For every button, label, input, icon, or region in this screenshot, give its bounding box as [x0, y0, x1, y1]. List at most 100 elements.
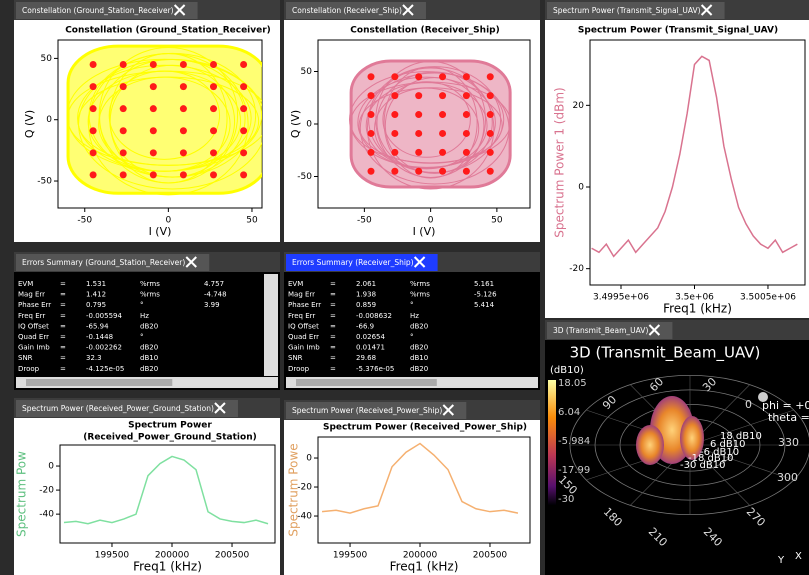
error-cell: -4.748	[204, 291, 227, 299]
constellation-point	[415, 111, 422, 118]
error-cell: °	[140, 333, 144, 341]
constellation-point	[368, 168, 375, 175]
error-cell: =	[330, 333, 336, 341]
constellation-point	[210, 149, 217, 156]
constellation-point	[415, 149, 422, 156]
tab-label[interactable]: Spectrum Power (Transmit_Signal_UAV)	[553, 6, 701, 15]
constellation-point	[391, 111, 398, 118]
colorbar	[548, 380, 556, 505]
constellation-point	[439, 92, 446, 99]
error-cell: 4.757	[204, 280, 224, 288]
constellation-point	[150, 149, 157, 156]
constellation-point	[210, 171, 217, 178]
constellation-point	[150, 83, 157, 90]
x-tick-label: 50	[491, 216, 503, 226]
polar-angle: 300	[777, 471, 798, 484]
constellation-point	[180, 83, 187, 90]
tab-label[interactable]: Constellation (Ground_Station_Receiver)	[22, 6, 174, 15]
y-axis-label: Spectrum Pow	[15, 451, 29, 537]
constellation-point	[368, 149, 375, 156]
plot-area	[590, 40, 805, 285]
x-tick-label: 0	[165, 216, 171, 226]
constellation-point	[368, 111, 375, 118]
tab-label[interactable]: Errors Summary (Receiver_Ship)	[292, 258, 414, 267]
constellation-point	[463, 130, 470, 137]
tab-label[interactable]: 3D (Transmit_Beam_UAV)	[553, 326, 648, 335]
x-tick-label: 0	[428, 216, 434, 226]
constellation-point	[240, 105, 247, 112]
error-cell: %rms	[410, 280, 430, 288]
x-tick-label: -50	[77, 216, 92, 226]
error-cell: 0.795	[86, 301, 106, 309]
constellation-point	[210, 105, 217, 112]
tab-label[interactable]: Constellation (Receiver_Ship)	[292, 6, 402, 15]
constellation-point	[210, 83, 217, 90]
constellation-point	[240, 171, 247, 178]
x-tick-label: -50	[357, 216, 372, 226]
constellation-point	[120, 127, 127, 134]
constellation-point	[240, 149, 247, 156]
error-cell: =	[330, 280, 336, 288]
scrollbar-v	[264, 274, 278, 376]
y-tick-label: -50	[297, 172, 312, 182]
y-tick-label: 0	[306, 120, 312, 130]
scroll-thumb[interactable]	[296, 379, 437, 386]
error-cell: Phase Err	[18, 301, 51, 309]
y-tick-label: 50	[41, 54, 53, 64]
constellation-point	[120, 171, 127, 178]
error-cell: Freq Err	[18, 312, 45, 320]
error-cell: =	[330, 291, 336, 299]
plot-subtitle: (Received_Power_Ground_Station)	[83, 433, 256, 443]
x-tick-label: 199500	[95, 551, 130, 561]
axis-x: X	[795, 551, 802, 562]
constellation-point	[439, 73, 446, 80]
constellation-point	[368, 92, 375, 99]
x-tick-label: 3.5005e+06	[740, 293, 796, 303]
colorbar-label: 6.04	[558, 407, 580, 418]
error-cell: %rms	[140, 291, 160, 299]
error-cell: -0.008632	[356, 312, 392, 320]
x-axis-label: I (V)	[149, 225, 172, 238]
error-cell: 0.01471	[356, 344, 385, 352]
error-cell: Mag Err	[288, 291, 315, 299]
error-cell: 5.161	[474, 280, 494, 288]
tab-label[interactable]: Spectrum Power (Received_Power_Ground_St…	[22, 404, 214, 413]
constellation-point	[439, 111, 446, 118]
constellation-point	[180, 171, 187, 178]
tab-label[interactable]: Errors Summary (Ground_Station_Receiver)	[22, 258, 185, 267]
error-cell: EVM	[18, 280, 33, 288]
constellation-point	[368, 130, 375, 137]
plot-title: Spectrum Power (Transmit_Signal_UAV)	[578, 26, 778, 36]
constellation-point	[487, 130, 494, 137]
constellation-point	[368, 73, 375, 80]
y-axis-label: Q (V)	[23, 110, 36, 138]
beam-lobe	[636, 425, 664, 465]
error-cell: SNR	[288, 354, 303, 362]
error-cell: °	[140, 301, 144, 309]
constellation-point	[120, 105, 127, 112]
y-tick-label: 50	[301, 67, 313, 77]
constellation-point	[487, 149, 494, 156]
error-cell: dB20	[410, 365, 428, 373]
error-cell: -0.002262	[86, 344, 122, 352]
error-cell: =	[60, 301, 66, 309]
tab-label[interactable]: Spectrum Power (Received_Power_Ship)	[292, 406, 442, 415]
x-tick-label: 3.4995e+06	[593, 293, 649, 303]
error-cell: dB20	[410, 344, 428, 352]
constellation-point	[463, 92, 470, 99]
polar-angle: 330	[778, 436, 799, 449]
error-cell: EVM	[288, 280, 303, 288]
error-cell: SNR	[18, 354, 33, 362]
scroll-thumb[interactable]	[26, 379, 172, 386]
constellation-point	[120, 61, 127, 68]
error-cell: Mag Err	[18, 291, 45, 299]
constellation-point	[391, 149, 398, 156]
error-cell: -5.126	[474, 291, 497, 299]
error-cell: -0.1448	[86, 333, 113, 341]
constellation-point	[391, 130, 398, 137]
y-tick-label: 0	[46, 115, 52, 125]
error-cell: Quad Err	[18, 333, 49, 341]
error-cell: dB20	[140, 365, 158, 373]
constellation-point	[240, 83, 247, 90]
constellation-point	[150, 61, 157, 68]
